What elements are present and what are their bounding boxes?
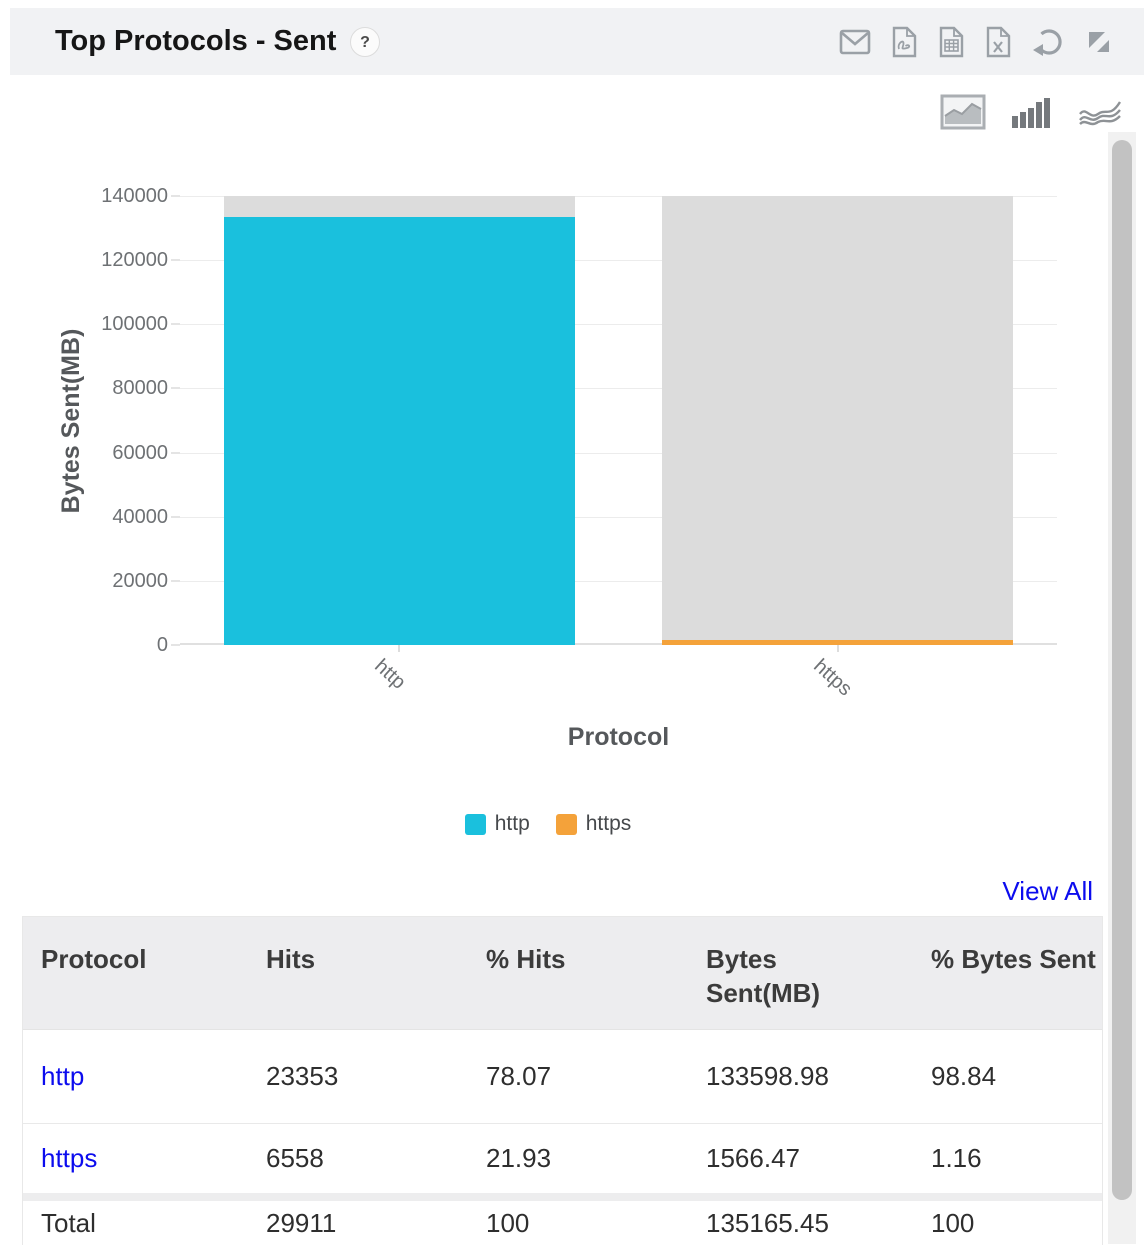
- refresh-button[interactable]: [1031, 25, 1067, 59]
- pdf-export-button[interactable]: [890, 26, 918, 58]
- gridline: [180, 643, 1057, 645]
- table-total-row: Total 29911 100 135165.45 100: [23, 1193, 1102, 1245]
- cell-bytes-sent: 133598.98: [706, 1061, 829, 1091]
- column-header-pct-hits: % Hits: [486, 944, 566, 974]
- cell-pct-bytes-sent: 98.84: [931, 1061, 997, 1091]
- gridline: [180, 324, 1057, 325]
- chart-type-bar-button[interactable]: [1010, 94, 1054, 130]
- y-axis-tick-label: 40000: [112, 506, 168, 528]
- protocol-link-https[interactable]: https: [41, 1143, 98, 1173]
- column-header-pct-bytes-sent: % Bytes Sent: [931, 944, 1096, 974]
- legend-swatch: [464, 813, 486, 835]
- panel-header: Top Protocols - Sent ?: [10, 8, 1144, 75]
- y-axis-tick-label: 60000: [112, 442, 168, 464]
- y-axis-tick: [171, 323, 180, 325]
- gridline: [180, 517, 1057, 518]
- y-axis-tick-label: 140000: [101, 185, 168, 207]
- chart-bar-http[interactable]: [224, 217, 575, 645]
- resize-button[interactable]: [1086, 29, 1112, 55]
- scrollbar-thumb[interactable]: [1112, 140, 1132, 1200]
- cell-hits: 6558: [266, 1143, 324, 1173]
- view-all-link[interactable]: View All: [1002, 876, 1093, 906]
- bar-track-https: [662, 196, 1013, 645]
- y-axis-tick: [171, 195, 180, 197]
- table-header-row: Protocol Hits % Hits Bytes Sent(MB) % By…: [23, 917, 1102, 1029]
- cell-total-bytes-sent: 135165.45: [706, 1207, 829, 1238]
- csv-export-icon: [939, 26, 964, 58]
- y-axis-tick-label: 0: [156, 634, 168, 656]
- gridline: [180, 453, 1057, 454]
- table-row: https 6558 21.93 1566.47 1.16: [23, 1123, 1102, 1193]
- y-axis-tick-label: 20000: [112, 570, 168, 592]
- chart-bar-https[interactable]: [662, 640, 1013, 645]
- column-header-bytes-sent: Bytes Sent(MB): [706, 944, 821, 1008]
- cell-total-label: Total: [41, 1207, 96, 1238]
- legend-swatch: [555, 813, 577, 835]
- protocols-table: Protocol Hits % Hits Bytes Sent(MB) % By…: [22, 916, 1103, 1245]
- table-row: http 23353 78.07 133598.98 98.84: [23, 1029, 1102, 1123]
- legend-label: https: [585, 812, 632, 835]
- cell-pct-hits: 78.07: [486, 1061, 552, 1091]
- cell-total-pct-bytes-sent: 100: [931, 1207, 975, 1238]
- cell-total-pct-hits: 100: [486, 1207, 530, 1238]
- y-axis-tick: [171, 387, 180, 389]
- gridline: [180, 260, 1057, 261]
- x-axis-tick: [837, 645, 839, 652]
- cell-pct-bytes-sent: 1.16: [931, 1143, 982, 1173]
- line-chart-icon: [1079, 101, 1122, 126]
- cell-total-hits: 29911: [266, 1207, 337, 1238]
- excel-export-icon: [986, 26, 1011, 58]
- refresh-icon: [1033, 29, 1062, 56]
- y-axis-labels: 0 20000 40000 60000 80000 100000 120000 140000: [36, 185, 168, 656]
- y-axis-tick-label: 80000: [112, 377, 168, 399]
- protocol-link-http[interactable]: http: [41, 1061, 85, 1091]
- legend-item-https[interactable]: https: [555, 812, 632, 836]
- chart-type-area-button[interactable]: [940, 94, 986, 130]
- legend-label: http: [494, 812, 530, 835]
- cell-hits: 23353: [266, 1061, 339, 1091]
- bar-chart-icon: [1012, 98, 1050, 128]
- email-button[interactable]: [839, 29, 871, 55]
- email-icon: [839, 29, 871, 55]
- y-axis-tick-label: 100000: [101, 313, 168, 335]
- chart-type-line-button[interactable]: [1078, 94, 1122, 130]
- y-axis-tick: [171, 580, 180, 582]
- area-chart-icon: [940, 94, 986, 130]
- gridline: [180, 196, 1057, 197]
- header-action-icons: [839, 25, 1112, 59]
- chart-type-toolbar: [940, 94, 1122, 130]
- gridline: [180, 581, 1057, 582]
- y-axis-tick: [171, 259, 180, 261]
- x-axis-title: Protocol: [567, 723, 670, 751]
- widget-title: Top Protocols - Sent: [55, 25, 337, 57]
- pdf-export-icon: [892, 26, 917, 58]
- cell-bytes-sent: 1566.47: [706, 1143, 800, 1173]
- excel-export-button[interactable]: [984, 26, 1012, 58]
- y-axis-tick-label: 120000: [101, 249, 168, 271]
- vertical-scrollbar[interactable]: [1108, 132, 1136, 1244]
- help-button[interactable]: ?: [350, 27, 380, 57]
- chart-legend: http https: [20, 812, 1076, 836]
- x-axis-label: http: [370, 655, 410, 694]
- x-axis-tick: [398, 645, 400, 652]
- chart-plot-area: http https: [171, 195, 1057, 700]
- y-axis-tick: [171, 452, 180, 454]
- resize-icon: [1089, 32, 1109, 52]
- x-axis-label: https: [809, 655, 857, 701]
- y-axis-tick: [171, 644, 180, 646]
- column-header-hits: Hits: [266, 944, 316, 974]
- y-axis-tick: [171, 516, 180, 518]
- cell-pct-hits: 21.93: [486, 1143, 552, 1173]
- column-header-protocol: Protocol: [41, 944, 147, 974]
- legend-item-http[interactable]: http: [464, 812, 530, 836]
- csv-export-button[interactable]: [937, 26, 965, 58]
- question-mark-icon: ?: [360, 33, 370, 51]
- gridline: [180, 388, 1057, 389]
